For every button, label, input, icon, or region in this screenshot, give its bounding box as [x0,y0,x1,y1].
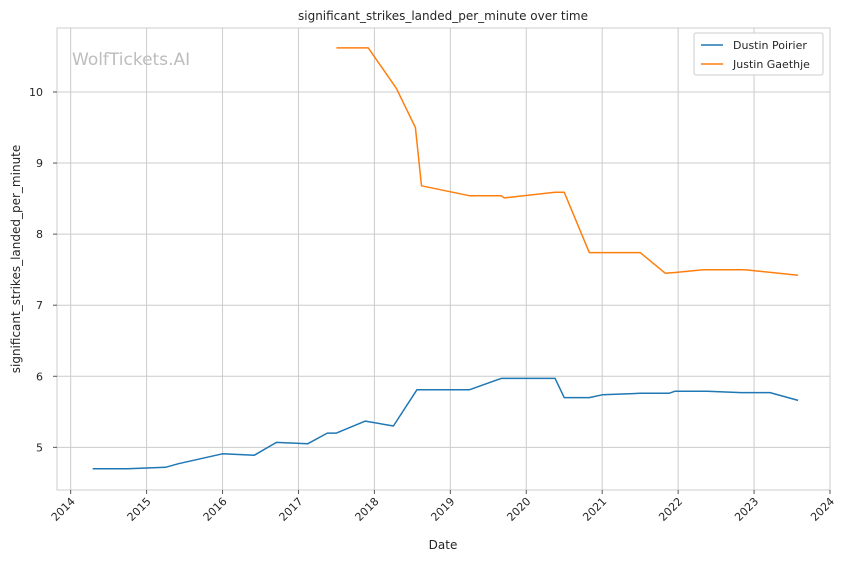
legend-label-dustin-poirier: Dustin Poirier [733,39,807,52]
legend-box [693,32,824,76]
y-tick-label: 8 [36,228,43,241]
watermark-text: WolfTickets.AI [72,50,190,70]
y-axis: 5 6 7 8 9 10 [29,86,57,454]
legend-label-justin-gaethje: Justin Gaethje [732,58,810,71]
y-axis-label: significant_strikes_landed_per_minute [9,145,23,374]
y-tick-label: 7 [36,299,43,312]
chart-title: significant_strikes_landed_per_minute ov… [298,9,588,23]
y-tick-label: 5 [36,441,43,454]
series-layer [92,47,799,470]
y-tick-label: 10 [29,86,43,99]
x-axis-label: Date [429,538,458,552]
series-line-dustin-poirier [92,377,799,470]
y-tick-label: 9 [36,157,43,170]
plot-area-frame [56,27,831,491]
y-tick-label: 6 [36,370,43,383]
series-line-justin-gaethje [336,47,799,277]
legend: Dustin Poirier Justin Gaethje [693,32,824,76]
